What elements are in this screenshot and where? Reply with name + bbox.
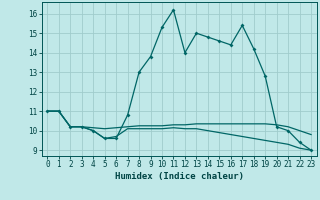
X-axis label: Humidex (Indice chaleur): Humidex (Indice chaleur): [115, 172, 244, 181]
